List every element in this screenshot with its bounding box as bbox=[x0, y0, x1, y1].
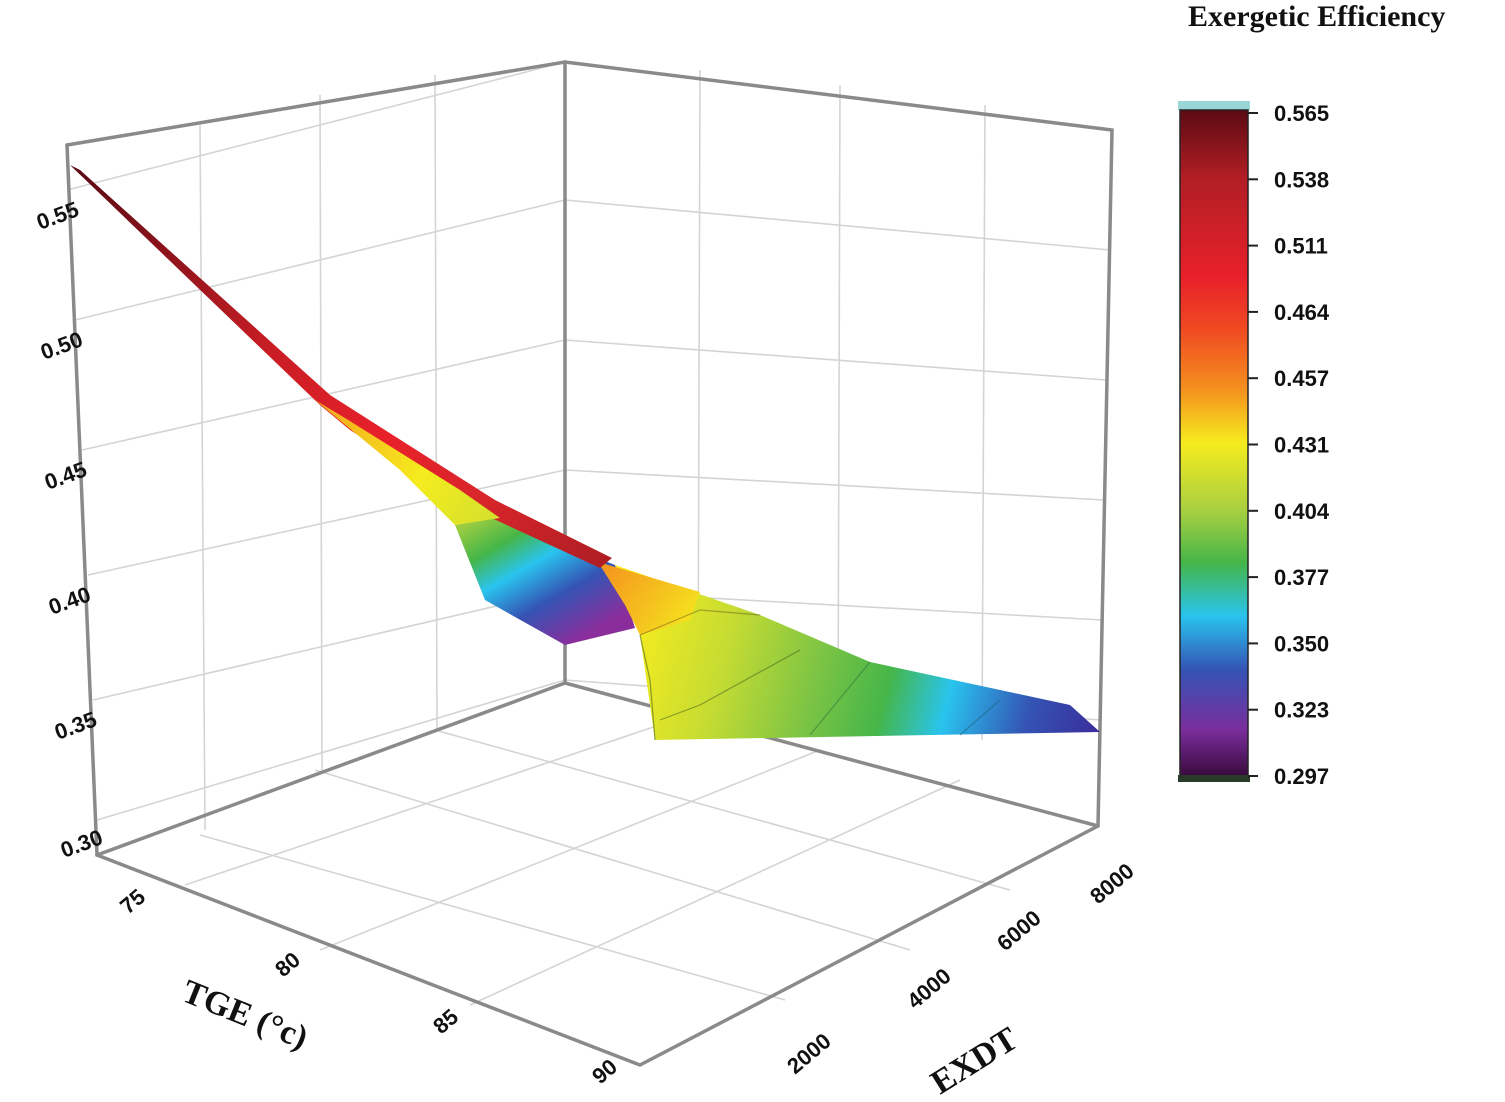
efficiency-surface bbox=[70, 165, 1100, 741]
colorbar-gradient bbox=[1179, 109, 1249, 777]
colorbar-tick-label: 0.350 bbox=[1274, 631, 1329, 656]
exdt-tick-label: 2000 bbox=[782, 1028, 836, 1079]
colorbar-tick-label: 0.511 bbox=[1274, 234, 1328, 259]
floor-grid bbox=[184, 717, 1011, 1006]
exdt-axis-title: EXDT bbox=[925, 1020, 1025, 1102]
surface-lower-panel bbox=[615, 565, 1100, 740]
colorbar-tick-label: 0.404 bbox=[1274, 499, 1330, 524]
colorbar-tick-label: 0.431 bbox=[1274, 433, 1329, 458]
colorbar-ticks: 0.565 0.538 0.511 0.464 0.457 0.431 0.404 0.377… bbox=[1248, 101, 1330, 789]
colorbar: Exergetic Efficiency 0.565 0.538 0.511 0.46… bbox=[1178, 0, 1445, 789]
surface-ridge-strip bbox=[70, 165, 612, 568]
surface-yellow-strip bbox=[315, 400, 500, 525]
tge-tick-label: 80 bbox=[270, 947, 305, 982]
colorbar-title: Exergetic Efficiency bbox=[1188, 0, 1445, 33]
colorbar-tick-label: 0.464 bbox=[1274, 300, 1330, 325]
colorbar-tick-label: 0.538 bbox=[1274, 167, 1329, 192]
left-wall-grid bbox=[66, 61, 566, 831]
z-axis-ticks: 0.55 0.50 0.45 0.40 0.35 0.30 bbox=[33, 197, 106, 863]
surface-orange-patch bbox=[598, 562, 700, 635]
exdt-tick-label: 8000 bbox=[1085, 858, 1139, 909]
exdt-axis-ticks: 2000 4000 6000 8000 bbox=[782, 858, 1139, 1079]
colorbar-tick-label: 0.377 bbox=[1274, 565, 1329, 590]
colorbar-tick-label: 0.297 bbox=[1274, 764, 1329, 789]
exdt-tick-label: 4000 bbox=[902, 963, 956, 1014]
exdt-tick-label: 6000 bbox=[992, 905, 1046, 956]
colorbar-foot bbox=[1178, 775, 1250, 782]
z-tick-label: 0.55 bbox=[33, 197, 82, 235]
tge-tick-label: 75 bbox=[115, 884, 150, 919]
colorbar-tick-label: 0.323 bbox=[1274, 698, 1329, 723]
tge-tick-label: 90 bbox=[587, 1054, 622, 1089]
colorbar-tick-label: 0.457 bbox=[1274, 366, 1329, 391]
colorbar-cap bbox=[1178, 101, 1250, 110]
tge-tick-label: 85 bbox=[428, 1004, 463, 1039]
z-tick-label: 0.50 bbox=[37, 327, 86, 365]
surface-drop-panel bbox=[455, 518, 635, 645]
tge-axis-title: TGE (°c) bbox=[177, 973, 313, 1057]
colorbar-tick-label: 0.565 bbox=[1274, 101, 1329, 126]
